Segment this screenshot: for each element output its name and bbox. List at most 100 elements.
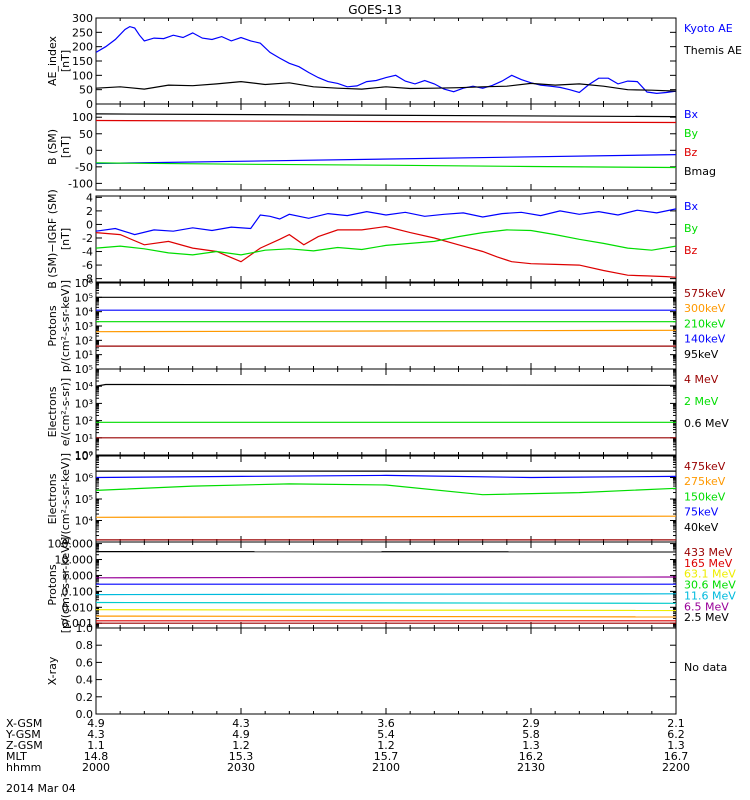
y-tick-label: 10⁵ <box>75 291 93 304</box>
panel-b: -100 -50 0 50 100 B (SM) [nT] Bx By Bz Bmag <box>46 103 716 191</box>
series-line <box>95 483 677 496</box>
y-tick-label: 0.001 <box>62 617 94 630</box>
legend-entry: Bz <box>684 146 698 159</box>
date-label: 2014 Mar 04 <box>6 782 76 795</box>
y-tick-label: -6 <box>82 259 93 272</box>
y-tick-label: 0.0 <box>76 708 94 721</box>
panel-frame <box>95 455 677 543</box>
series-line <box>95 474 677 479</box>
y-tick-label: 100 <box>72 111 93 124</box>
legend-entry: 75keV <box>684 506 719 519</box>
y-tick-label: 100.000 <box>48 538 94 551</box>
y-axis-label: Electrons <box>46 473 59 524</box>
y-tick-label: 10² <box>75 415 93 428</box>
footer-value: 4.3 <box>87 728 105 741</box>
footer-value: 2000 <box>82 761 110 774</box>
y-tick-label: 10⁰ <box>75 449 94 462</box>
y-tick-label: -8 <box>82 273 93 286</box>
legend-entry: 140keV <box>684 333 726 346</box>
panel-frame <box>95 282 677 370</box>
y-axis-unit: [nT] <box>59 136 72 158</box>
y-axis-unit: p/(cm²-s-sr-keV)] <box>59 280 72 372</box>
series-line <box>95 576 677 579</box>
y-tick-label: 10¹ <box>75 349 93 362</box>
footer-value: 2030 <box>227 761 255 774</box>
series-line <box>95 609 677 612</box>
legend-entry: 11.6 MeV <box>684 589 736 602</box>
footer-value: 2130 <box>517 761 545 774</box>
series-line <box>95 615 677 618</box>
footer-row-label: X-GSM <box>6 717 42 730</box>
footer-value: 16.7 <box>664 750 689 763</box>
legend-entry: Bmag <box>684 165 716 178</box>
y-tick-label: 10⁷ <box>75 450 93 463</box>
legend-entry: 165 MeV <box>684 557 733 570</box>
y-tick-label: 10⁶ <box>75 277 94 290</box>
y-axis-label: AE_index <box>46 35 59 86</box>
plot-title: GOES-13 <box>348 3 402 17</box>
y-tick-label: 100 <box>72 69 93 82</box>
y-tick-label: 0.010 <box>62 601 94 614</box>
legend-entry: By <box>684 127 699 140</box>
footer-row-label: Y-GSM <box>5 728 41 741</box>
y-axis-label: Electrons <box>46 386 59 437</box>
legend-entry: 300keV <box>684 302 726 315</box>
footer-ephemeris: X-GSM 4.9 4.3 3.6 2.9 2.1Y-GSM 4.3 4.9 5.4 5.8 6.2… <box>5 717 690 774</box>
y-tick-label: 50 <box>79 84 93 97</box>
footer-value: 4.3 <box>232 717 250 730</box>
footer-value: 2200 <box>662 761 690 774</box>
legend-entry: 575keV <box>684 287 726 300</box>
footer-value: 1.2 <box>232 739 250 752</box>
y-tick-label: 10.000 <box>55 554 94 567</box>
y-tick-label: 50 <box>79 128 93 141</box>
panel-electrons_kev: 10⁴ 10⁵ 10⁶ 10⁷ Electrons e/(cm²-s-sr-keV)] 47… <box>46 450 726 545</box>
footer-value: 1.3 <box>667 739 685 752</box>
y-tick-label: 1.000 <box>62 569 94 582</box>
series-line <box>95 229 677 256</box>
series-line <box>95 154 677 165</box>
footer-value: 2100 <box>372 761 400 774</box>
y-tick-label: 10² <box>75 334 93 347</box>
y-tick-label: -50 <box>75 161 93 174</box>
y-axis-label: Protons <box>46 305 59 346</box>
legend-entry: 4 MeV <box>684 373 719 386</box>
y-tick-label: 10⁵ <box>75 363 93 376</box>
series-line <box>95 383 677 387</box>
panel-frame <box>95 195 677 283</box>
legend-entry: Bx <box>684 108 699 121</box>
legend-entry: 0.6 MeV <box>684 417 729 430</box>
y-tick-label: 4 <box>86 191 93 204</box>
series-line <box>95 225 677 278</box>
footer-value: 5.8 <box>522 728 540 741</box>
y-axis-unit: [nT] <box>59 228 72 250</box>
footer-row-label: Z-GSM <box>6 739 43 752</box>
y-tick-label: 10⁴ <box>75 515 94 528</box>
y-axis-label: X-ray <box>46 656 59 685</box>
footer-value: 5.4 <box>377 728 395 741</box>
y-tick-label: 10⁶ <box>75 472 94 485</box>
panel-frame <box>95 368 677 456</box>
y-tick-label: -4 <box>82 246 93 259</box>
legend-entry: 475keV <box>684 460 726 473</box>
series-line <box>95 208 677 236</box>
y-axis-label: B (SM) <box>46 129 59 165</box>
legend-entry: 95keV <box>684 348 719 361</box>
y-tick-label: 10³ <box>75 397 93 410</box>
y-axis-label: B (SM)−IGRF (SM) <box>46 189 59 289</box>
y-tick-label: 300 <box>72 12 93 25</box>
footer-value: 6.2 <box>667 728 685 741</box>
y-tick-label: 0.100 <box>62 585 94 598</box>
series-line <box>95 25 677 95</box>
y-tick-label: 0 <box>86 98 93 111</box>
legend-entry: No data <box>684 661 727 674</box>
footer-row-label: MLT <box>6 750 27 763</box>
y-tick-label: 2 <box>86 205 93 218</box>
panel-protons_mev: 0.001 0.010 0.100 1.000 10.000 100.000 Protons… <box>46 537 736 634</box>
legend-entry: 40keV <box>684 521 719 534</box>
legend-entry: 2 MeV <box>684 395 719 408</box>
